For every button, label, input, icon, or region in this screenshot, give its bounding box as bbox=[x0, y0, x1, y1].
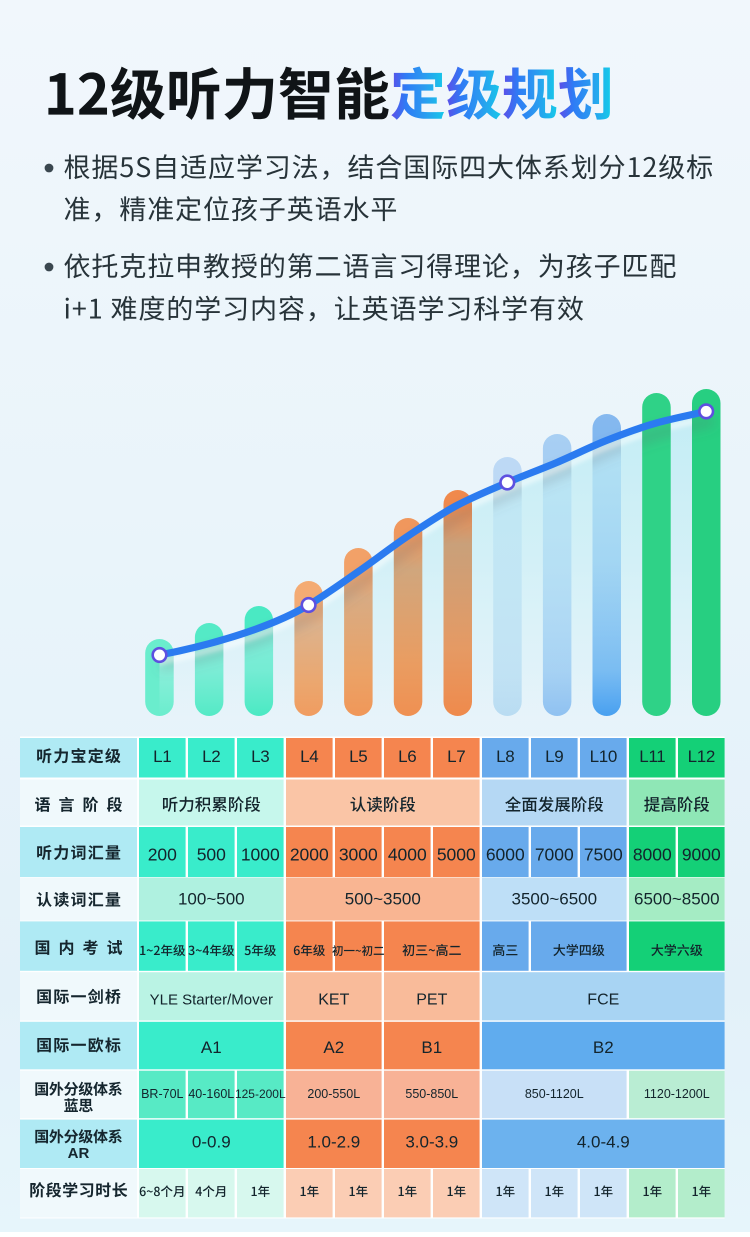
svg-text:1000: 1000 bbox=[241, 845, 280, 865]
svg-text:0-0.9: 0-0.9 bbox=[192, 1133, 231, 1152]
svg-text:125-200L: 125-200L bbox=[235, 1087, 286, 1101]
svg-text:B1: B1 bbox=[421, 1038, 442, 1057]
svg-text:8000: 8000 bbox=[633, 845, 672, 865]
svg-text:L6: L6 bbox=[398, 747, 416, 766]
svg-text:4.0-4.9: 4.0-4.9 bbox=[577, 1133, 630, 1152]
svg-text:200: 200 bbox=[148, 845, 177, 865]
svg-text:9000: 9000 bbox=[682, 845, 721, 865]
svg-text:L3: L3 bbox=[251, 747, 269, 766]
svg-text:6000: 6000 bbox=[486, 845, 525, 865]
svg-text:L9: L9 bbox=[545, 747, 563, 766]
svg-text:1120-1200L: 1120-1200L bbox=[644, 1087, 710, 1101]
svg-text:AR: AR bbox=[68, 1145, 90, 1162]
svg-text:100~500: 100~500 bbox=[178, 890, 245, 909]
svg-text:550-850L: 550-850L bbox=[405, 1087, 458, 1101]
svg-text:500~3500: 500~3500 bbox=[345, 890, 421, 909]
svg-text:6500~8500: 6500~8500 bbox=[634, 890, 720, 909]
svg-text:BR-70L: BR-70L bbox=[141, 1087, 183, 1101]
svg-text:B2: B2 bbox=[593, 1038, 614, 1057]
svg-text:A2: A2 bbox=[323, 1038, 344, 1057]
svg-text:KET: KET bbox=[318, 992, 349, 1009]
svg-text:7500: 7500 bbox=[584, 845, 623, 865]
svg-text:L8: L8 bbox=[496, 747, 514, 766]
svg-text:L7: L7 bbox=[447, 747, 465, 766]
svg-text:3.0-3.9: 3.0-3.9 bbox=[405, 1133, 458, 1152]
svg-text:YLE Starter/Mover: YLE Starter/Mover bbox=[150, 992, 273, 1009]
svg-text:L1: L1 bbox=[153, 747, 171, 766]
svg-text:1.0-2.9: 1.0-2.9 bbox=[307, 1133, 360, 1152]
svg-text:PET: PET bbox=[416, 992, 447, 1009]
svg-text:L4: L4 bbox=[300, 747, 318, 766]
svg-text:4000: 4000 bbox=[388, 845, 427, 865]
svg-text:7000: 7000 bbox=[535, 845, 574, 865]
svg-text:200-550L: 200-550L bbox=[307, 1087, 360, 1101]
svg-text:L10: L10 bbox=[590, 747, 617, 766]
svg-text:L2: L2 bbox=[202, 747, 220, 766]
svg-text:850-1120L: 850-1120L bbox=[525, 1087, 584, 1101]
svg-text:3000: 3000 bbox=[339, 845, 378, 865]
svg-text:FCE: FCE bbox=[587, 992, 619, 1009]
svg-text:2000: 2000 bbox=[290, 845, 329, 865]
svg-text:5000: 5000 bbox=[437, 845, 476, 865]
svg-text:L5: L5 bbox=[349, 747, 367, 766]
svg-text:500: 500 bbox=[197, 845, 226, 865]
svg-text:L11: L11 bbox=[639, 747, 665, 766]
svg-text:A1: A1 bbox=[201, 1038, 222, 1057]
svg-text:3500~6500: 3500~6500 bbox=[512, 890, 598, 909]
svg-text:40-160L: 40-160L bbox=[188, 1087, 234, 1101]
svg-text:L12: L12 bbox=[688, 747, 715, 766]
